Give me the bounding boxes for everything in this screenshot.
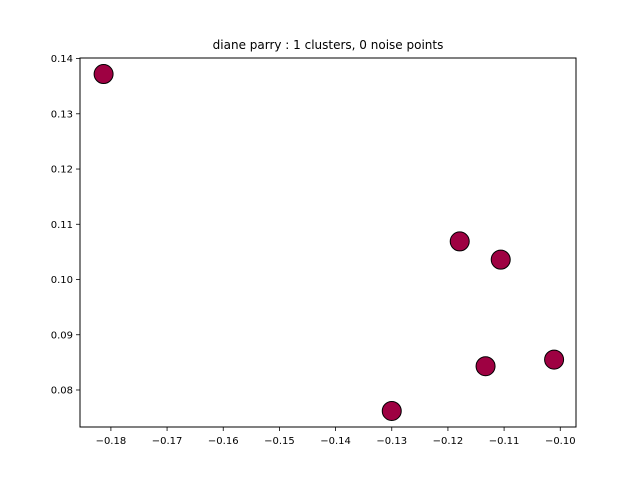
points-layer <box>93 64 565 421</box>
x-tick-label: −0.10 <box>545 436 576 447</box>
y-tick-label: 0.10 <box>51 275 73 286</box>
x-tick-label: −0.17 <box>152 436 183 447</box>
x-tick-label: −0.14 <box>320 436 351 447</box>
x-axis: −0.18 −0.17 −0.16 −0.15 −0.14 −0.13 −0.12 −0.11… <box>96 427 576 447</box>
y-tick-label: 0.09 <box>51 330 73 341</box>
x-tick-label: −0.11 <box>489 436 520 447</box>
y-axis: 0.08 0.09 0.10 0.11 0.12 0.13 0.14 <box>51 54 80 396</box>
data-point <box>381 400 402 421</box>
y-tick-label: 0.14 <box>51 54 73 65</box>
plot-frame <box>79 57 577 428</box>
data-point <box>475 356 496 377</box>
data-point <box>490 249 511 270</box>
chart-title: diane parry : 1 clusters, 0 noise points <box>213 38 444 52</box>
x-tick-label: −0.12 <box>433 436 464 447</box>
y-tick-label: 0.08 <box>51 385 73 396</box>
y-tick-label: 0.11 <box>51 220 73 231</box>
data-point <box>449 231 470 252</box>
x-tick-label: −0.18 <box>96 436 127 447</box>
x-tick-label: −0.16 <box>208 436 239 447</box>
y-tick-label: 0.13 <box>51 109 73 120</box>
data-point <box>93 64 114 85</box>
x-tick-label: −0.13 <box>376 436 407 447</box>
y-tick-label: 0.12 <box>51 165 73 176</box>
x-tick-label: −0.15 <box>264 436 295 447</box>
data-point <box>544 349 565 370</box>
